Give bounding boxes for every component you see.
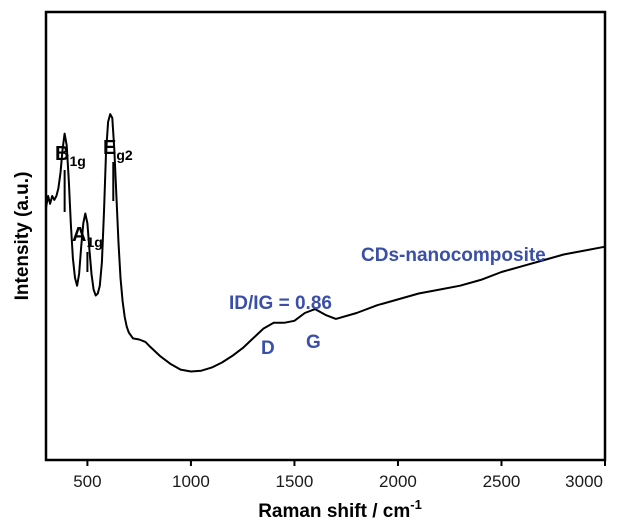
x-tick-label: 2000	[379, 472, 417, 491]
x-tick-label: 500	[73, 472, 101, 491]
plot-frame	[44, 10, 607, 462]
g-band-label: G	[306, 332, 321, 353]
x-axis-ticks: 500 1000 1500 2000 2500 3000	[73, 460, 606, 491]
id-ig-ratio-label: ID/IG = 0.86	[229, 293, 332, 314]
sample-label: CDs-nanocomposite	[361, 245, 546, 266]
x-tick-label: 3000	[565, 472, 603, 491]
d-band-label: D	[261, 338, 275, 359]
x-axis-title: Raman shift / cm-1	[258, 497, 422, 522]
peak-label-eg2: Eg2	[103, 137, 133, 163]
y-axis-title: Intensity (a.u.)	[12, 172, 33, 301]
peak-label-a1g: A1g	[72, 224, 103, 250]
peak-label-b1g: B1g	[55, 143, 86, 169]
series-line-spectrum	[45, 113, 606, 373]
x-tick-label: 1500	[276, 472, 314, 491]
x-tick-label: 2500	[483, 472, 521, 491]
x-tick-label: 1000	[172, 472, 210, 491]
